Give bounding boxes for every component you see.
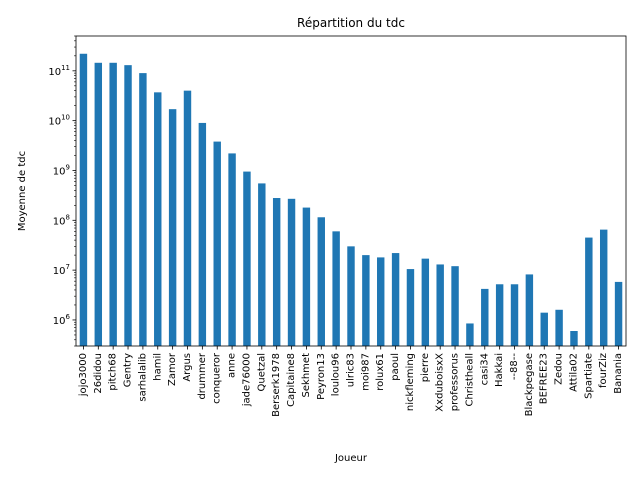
y-tick-label: 107	[53, 263, 70, 277]
x-tick-label: 26didou	[93, 353, 104, 394]
x-tick-label: conqueror	[212, 352, 223, 404]
x-tick-label: Christheall	[464, 353, 475, 407]
bar-Zamor	[168, 109, 177, 346]
y-axis-label: Moyenne de tdc	[17, 151, 28, 231]
x-tick-label: Blackpegase	[524, 353, 535, 416]
bars-group	[79, 53, 623, 347]
x-axis-ticks: jojo3000 26didou pitch68 Gentry sarhalalib ha…	[78, 346, 624, 417]
x-tick-label: pitch68	[108, 353, 119, 391]
x-tick-label: jojo3000	[78, 353, 89, 397]
x-tick-label: Hakkai	[494, 353, 505, 387]
y-axis-ticks: 106 107 108 109 1010 1011	[48, 35, 76, 347]
bar-jade76000	[243, 171, 251, 346]
y-tick-label: 108	[53, 213, 70, 227]
bar-Spartiate	[585, 237, 593, 346]
bar-Sekhmet	[302, 207, 311, 346]
x-tick-label: hamil	[152, 353, 163, 381]
x-tick-label: Argus	[182, 353, 193, 382]
bar-casi34	[481, 288, 489, 346]
bar-fourZiz	[599, 229, 608, 346]
bar-Blackpegase	[525, 274, 534, 346]
bar-Peyron13	[317, 217, 325, 346]
x-tick-label: Attila02	[568, 353, 579, 392]
bar-Gentry	[124, 65, 132, 347]
x-axis-label: Joueur	[334, 453, 368, 464]
x-tick-label: professorus	[450, 353, 461, 411]
bar-Zedou	[555, 309, 563, 346]
y-tick-label: 1010	[48, 114, 70, 128]
bar-pitch68	[109, 62, 117, 346]
chart-title: Répartition du tdc	[297, 16, 405, 30]
x-tick-label: Gentry	[123, 353, 134, 387]
x-tick-label: Berserk1978	[271, 353, 282, 417]
bar-Banania	[614, 281, 623, 346]
bar-drummer	[198, 122, 207, 347]
x-tick-label: casi34	[479, 353, 490, 385]
bar-26didou	[94, 62, 103, 346]
x-tick-label: rolux61	[375, 353, 386, 391]
bar-ulric83	[347, 246, 355, 346]
x-tick-label: ulric83	[346, 353, 357, 387]
y-tick-label: 106	[53, 313, 71, 327]
x-tick-label: moi987	[360, 353, 371, 391]
bar-Quetzal	[258, 183, 266, 346]
bar---88--	[510, 284, 519, 346]
x-tick-label: fourZiz	[598, 353, 609, 388]
bar-Christheall	[466, 323, 474, 346]
bar-jojo3000	[79, 53, 88, 346]
bar-hamil	[154, 92, 162, 346]
x-tick-label: Banania	[613, 353, 624, 394]
x-tick-label: Peyron13	[316, 353, 327, 400]
x-tick-label: Zedou	[554, 353, 565, 385]
bar-Attila02	[570, 331, 578, 346]
x-tick-label: Capitaine8	[286, 353, 297, 407]
x-tick-label: sarhalalib	[137, 353, 148, 402]
bar-conqueror	[213, 141, 221, 346]
bar-Argus	[183, 90, 192, 347]
x-tick-label: Zamor	[167, 352, 178, 386]
bar-moi987	[362, 255, 370, 346]
x-tick-label: anne	[227, 353, 238, 378]
bar-Capitaine8	[287, 198, 296, 346]
bar-pierre	[421, 258, 430, 346]
bar-paoul	[391, 253, 400, 346]
x-tick-label: pierre	[420, 353, 431, 382]
plot-frame	[75, 35, 627, 347]
x-tick-label: Spartiate	[583, 353, 594, 399]
x-tick-label: Quetzal	[256, 353, 267, 391]
x-tick-label: --88--	[509, 353, 520, 381]
y-tick-label: 109	[53, 163, 70, 177]
x-tick-label: paoul	[390, 353, 401, 381]
bar-nickfleming	[406, 269, 415, 346]
x-tick-label: jade76000	[241, 353, 252, 407]
x-tick-label: loulou96	[331, 353, 342, 396]
y-tick-label: 1011	[48, 64, 70, 78]
x-tick-label: drummer	[197, 352, 208, 399]
x-tick-label: Sekhmet	[301, 353, 312, 398]
x-tick-label: nickfleming	[405, 353, 416, 411]
bar-anne	[228, 153, 236, 346]
bar-rolux61	[377, 257, 385, 346]
bar-professorus	[451, 266, 459, 346]
bar-XxduboisxX	[436, 264, 444, 346]
x-tick-label: BEFREE23	[539, 353, 550, 404]
bar-BEFREE23	[540, 312, 548, 346]
bar-Berserk1978	[272, 198, 281, 346]
x-tick-label: XxduboisxX	[435, 353, 446, 412]
bar-loulou96	[332, 231, 340, 346]
bar-sarhalalib	[139, 73, 147, 347]
bar-Hakkai	[495, 284, 504, 346]
